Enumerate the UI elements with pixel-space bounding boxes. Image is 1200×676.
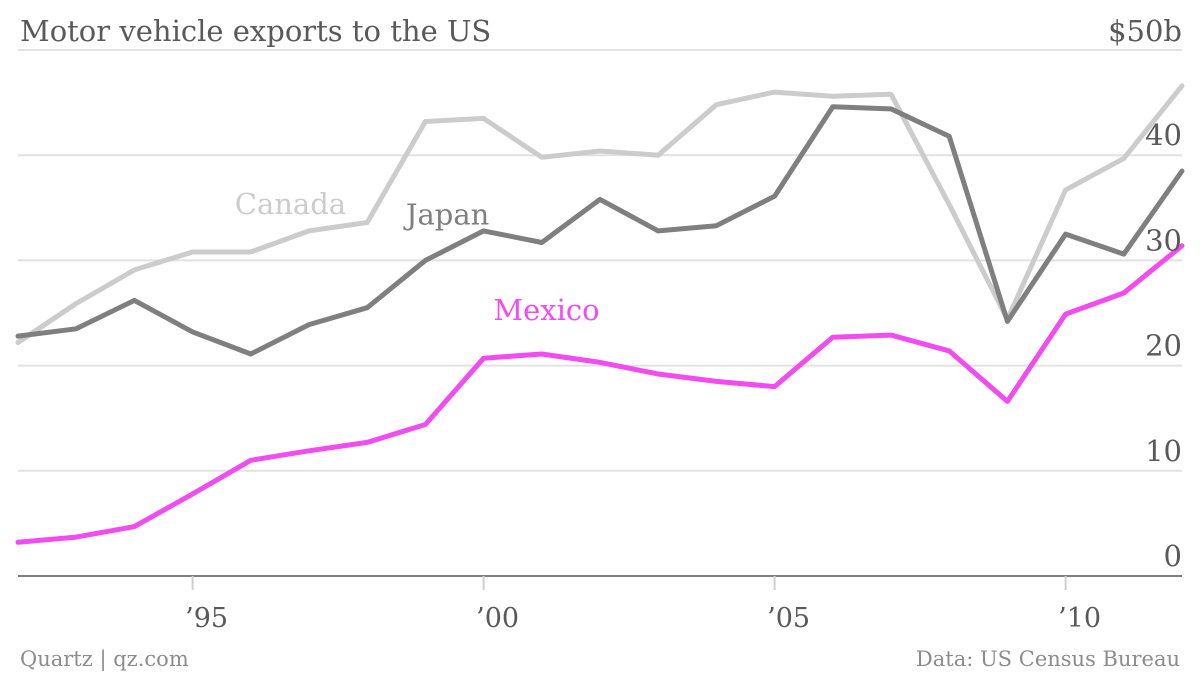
y-tick-label: 40 bbox=[1145, 118, 1182, 152]
chart-title: Motor vehicle exports to the US bbox=[20, 14, 491, 48]
series-line-canada bbox=[15, 83, 1185, 345]
series-line-mexico bbox=[15, 243, 1185, 545]
source-credit: Quartz | qz.com bbox=[20, 647, 189, 672]
y-tick-label: 0 bbox=[1164, 539, 1182, 573]
gridlines bbox=[18, 49, 1182, 577]
series-labels: Canada Japan Mexico bbox=[235, 187, 600, 327]
x-axis: ’95 ’00 ’05 ’10 bbox=[185, 576, 1101, 634]
series-label-mexico: Mexico bbox=[493, 293, 599, 327]
x-tick-label: ’00 bbox=[476, 603, 519, 634]
y-tick-label: 20 bbox=[1145, 329, 1182, 363]
x-tick-label: ’95 bbox=[185, 603, 228, 634]
series-label-canada: Canada bbox=[235, 187, 346, 221]
y-tick-label: 10 bbox=[1145, 434, 1182, 468]
series-label-japan: Japan bbox=[403, 197, 489, 231]
y-tick-label: 30 bbox=[1145, 223, 1182, 257]
series-line-japan bbox=[15, 104, 1185, 357]
y-axis: 0 10 20 30 40 $50b bbox=[1108, 14, 1182, 573]
x-tick-label: ’10 bbox=[1058, 603, 1101, 634]
series-lines bbox=[15, 83, 1185, 545]
y-tick-label: $50b bbox=[1108, 14, 1182, 48]
data-source: Data: US Census Bureau bbox=[916, 647, 1180, 671]
x-tick-label: ’05 bbox=[767, 603, 810, 634]
